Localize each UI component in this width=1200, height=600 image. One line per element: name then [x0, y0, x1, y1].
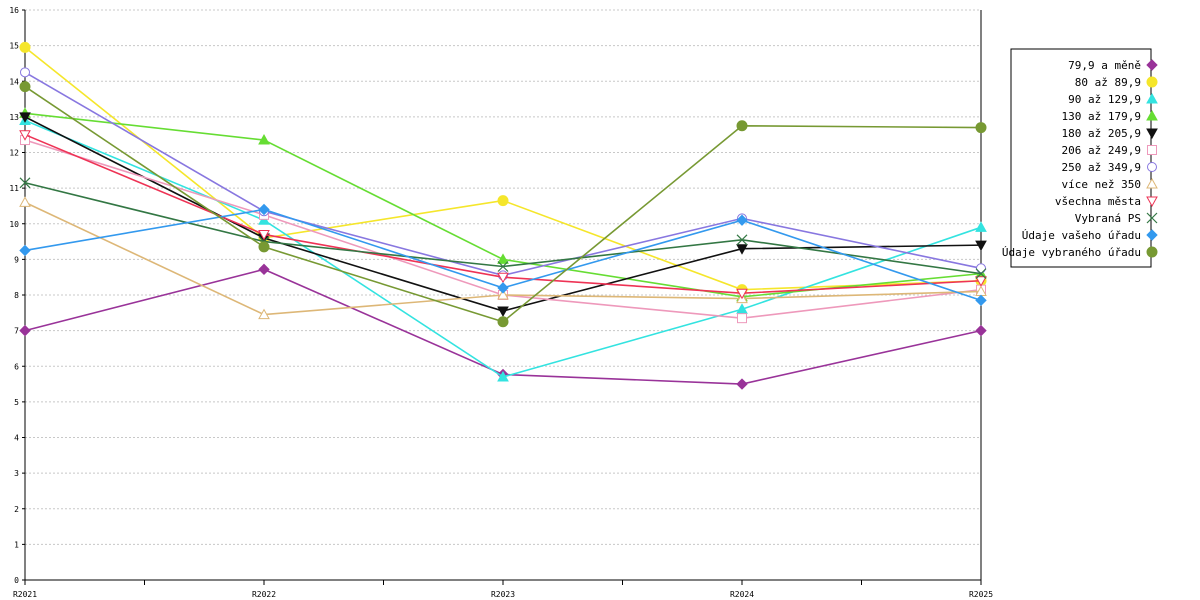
legend-label: více než 350: [1062, 178, 1141, 191]
data-point: [497, 282, 509, 294]
legend-marker: [1146, 128, 1158, 140]
data-point: [497, 316, 509, 328]
data-point: [19, 177, 31, 189]
legend-marker: [1146, 196, 1158, 208]
data-point: [975, 276, 987, 287]
data-point: [258, 241, 270, 253]
data-point: [736, 378, 748, 390]
data-point: [19, 324, 31, 337]
legend: 79,9 a měně 80 až 89,9 90 až 129,9 130 až 1…: [1002, 48, 1158, 268]
data-point: [19, 130, 31, 141]
y-tick-label: 15: [9, 42, 19, 51]
data-point: [975, 268, 987, 280]
data-point: [258, 263, 270, 276]
data-point: [975, 122, 987, 134]
data-point: [737, 313, 747, 324]
data-point: [497, 272, 509, 284]
x-tick-label: R2023: [491, 590, 515, 599]
series-lines: [19, 41, 987, 390]
legend-label: 130 až 179,9: [1062, 110, 1141, 123]
y-tick-label: 16: [9, 6, 19, 15]
series-7: [19, 196, 987, 320]
y-tick-label: 10: [9, 220, 19, 229]
y-tick-label: 4: [14, 434, 19, 443]
legend-marker: [1147, 145, 1157, 155]
x-tick-label: R2025: [969, 590, 993, 599]
legend-label: 180 až 205,9: [1062, 127, 1141, 140]
legend-marker: [1146, 109, 1158, 121]
legend-marker: [1146, 76, 1158, 88]
legend-label: 206 až 249,9: [1062, 144, 1141, 157]
y-tick-label: 8: [14, 291, 19, 300]
y-tick-label: 5: [14, 398, 19, 407]
data-point: [20, 67, 30, 78]
y-tick-label: 0: [14, 576, 19, 585]
legend-label: Údaje vybraného úřadu: [1002, 246, 1141, 259]
series-9: [19, 177, 987, 280]
data-point: [497, 306, 509, 318]
data-point: [258, 308, 270, 320]
data-point: [497, 370, 509, 382]
x-tick-label: R2021: [13, 590, 37, 599]
data-point: [19, 196, 31, 207]
data-point: [736, 214, 748, 226]
legend-label: 90 až 129,9: [1068, 93, 1141, 106]
y-tick-label: 12: [9, 149, 19, 158]
data-point: [736, 234, 748, 246]
data-point: [975, 294, 987, 307]
series-6: [20, 67, 986, 281]
x-tick-label: R2022: [252, 590, 276, 599]
series-10: [19, 203, 987, 307]
data-point: [19, 81, 31, 93]
data-point: [19, 244, 31, 257]
data-point: [497, 288, 509, 300]
data-point: [975, 240, 987, 252]
y-tick-label: 1: [14, 540, 19, 549]
legend-label: 79,9 a měně: [1068, 59, 1141, 72]
data-point: [736, 288, 748, 300]
legend-box: [1010, 48, 1152, 268]
y-tick-label: 6: [14, 362, 19, 371]
legend-marker: [1146, 212, 1158, 224]
series-11: [19, 81, 987, 328]
legend-marker: [1146, 246, 1158, 258]
data-point: [975, 221, 987, 232]
series-line: [24, 119, 982, 378]
legend-marker: [1146, 177, 1158, 189]
series-2: [19, 114, 987, 382]
data-point: [258, 203, 270, 216]
x-tick-label: R2024: [730, 590, 754, 599]
y-tick-label: 11: [9, 184, 19, 193]
data-point: [19, 112, 31, 123]
y-tick-label: 14: [9, 77, 19, 86]
data-point: [497, 195, 509, 207]
data-point: [497, 261, 509, 272]
y-tick-label: 3: [14, 469, 19, 478]
legend-marker: [1146, 59, 1158, 71]
data-point: [258, 134, 270, 145]
y-tick-label: 2: [14, 505, 19, 514]
legend-label: všechna města: [1055, 195, 1141, 208]
y-tick-label: 7: [14, 327, 19, 336]
legend-label: Vybraná PS: [1075, 212, 1141, 225]
data-point: [976, 263, 986, 274]
data-point: [497, 253, 509, 264]
legend-marker: [1146, 92, 1158, 104]
legend-label: 80 až 89,9: [1075, 76, 1141, 89]
data-point: [736, 120, 748, 132]
legend-label: 250 až 349,9: [1062, 161, 1141, 174]
series-line: [24, 71, 982, 277]
legend-label: Údaje vašeho úřadu: [1022, 229, 1141, 242]
data-point: [736, 244, 748, 255]
data-point: [19, 41, 31, 53]
legend-marker: [1146, 229, 1158, 241]
legend-marker: [1147, 162, 1157, 172]
series-8: [19, 130, 987, 300]
data-point: [258, 229, 270, 241]
data-point: [975, 324, 987, 337]
y-tick-label: 9: [14, 255, 19, 264]
y-tick-label: 13: [9, 113, 19, 122]
